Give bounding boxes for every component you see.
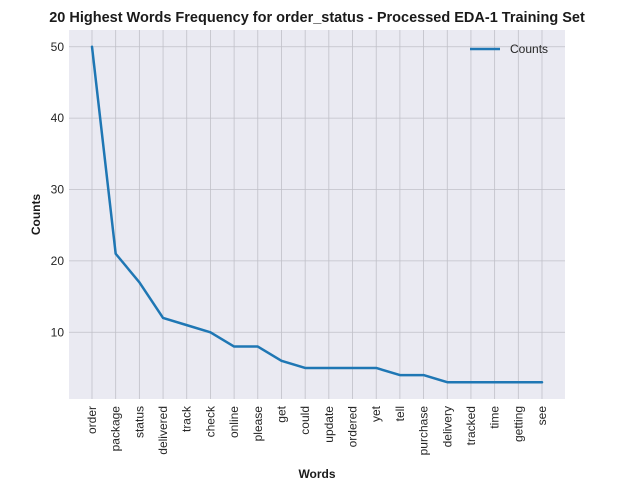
x-tick-label: get (274, 405, 288, 422)
x-axis-ticks: order package status delivered track check onl… (85, 405, 549, 455)
x-tick-label: delivered (156, 406, 170, 455)
plot-area (69, 30, 565, 399)
chart-title: 20 Highest Words Frequency for order_sta… (49, 10, 585, 26)
x-tick-label: track (180, 405, 194, 432)
x-tick-label: tell (393, 406, 407, 421)
y-tick-label: 50 (51, 40, 65, 54)
y-tick-label: 40 (51, 111, 65, 125)
x-tick-label: please (251, 406, 265, 442)
y-tick-label: 30 (51, 183, 65, 197)
x-tick-label: order (85, 406, 99, 434)
x-tick-label: ordered (346, 406, 360, 447)
x-tick-label: update (322, 406, 336, 443)
y-tick-label: 10 (51, 325, 65, 339)
x-tick-label: could (298, 406, 312, 435)
x-tick-label: delivery (440, 406, 454, 447)
x-tick-label: getting (511, 406, 525, 442)
y-axis-ticks: 10 20 30 40 50 (51, 40, 65, 339)
x-tick-label: check (203, 405, 217, 437)
x-tick-label: online (227, 406, 241, 438)
x-tick-label: tracked (464, 406, 478, 445)
y-axis-label: Counts (29, 194, 43, 236)
x-tick-label: yet (369, 405, 383, 422)
y-tick-label: 20 (51, 254, 65, 268)
x-tick-label: purchase (417, 406, 431, 456)
x-tick-label: package (109, 406, 123, 452)
legend-label-counts: Counts (510, 42, 548, 56)
x-tick-label: see (535, 406, 549, 426)
x-axis-label: Words (298, 467, 335, 481)
x-tick-label: status (132, 406, 146, 438)
x-tick-label: time (488, 406, 502, 429)
